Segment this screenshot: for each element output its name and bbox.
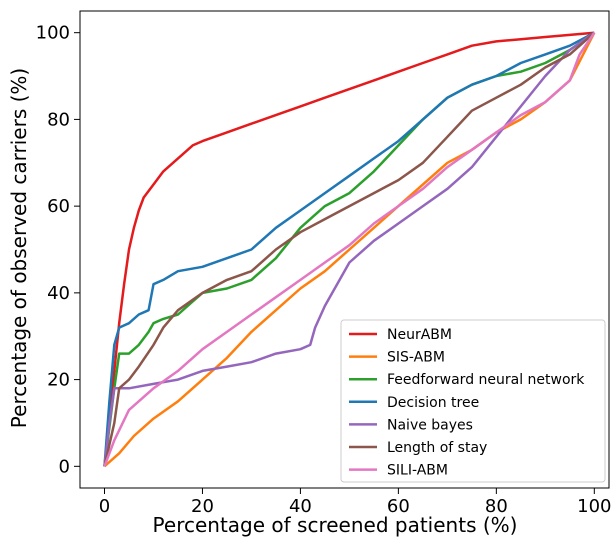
y-axis-label: Percentage of observed carriers (%) (7, 68, 31, 428)
x-tick-label: 80 (485, 496, 508, 517)
x-tick-label: 100 (577, 496, 611, 517)
y-tick-label: 0 (59, 456, 70, 477)
x-axis: 0 20 40 60 80 100 (99, 488, 611, 517)
legend-box (340, 319, 606, 483)
x-tick-label: 0 (99, 496, 110, 517)
x-axis-label: Percentage of screened patients (%) (153, 513, 518, 537)
y-tick-label: 20 (47, 370, 70, 391)
y-axis: 0 20 40 60 80 100 (36, 23, 80, 477)
legend-label: SIS-ABM (387, 350, 445, 366)
series-layer (103, 31, 596, 468)
legend: NeurABM SIS-ABM Feedforward neural network… (340, 319, 606, 483)
x-tick-label: 20 (191, 496, 214, 517)
legend-label: Decision tree (387, 395, 479, 411)
legend-label: Length of stay (387, 440, 487, 456)
legend-label: Feedforward neural network (387, 372, 585, 388)
x-tick-label: 60 (387, 496, 410, 517)
series-line (103, 31, 595, 467)
series-line (103, 31, 596, 467)
plot-frame (79, 10, 610, 489)
legend-label: NeurABM (387, 327, 452, 343)
legend-label: SILI-ABM (387, 463, 448, 479)
series-line (103, 31, 595, 467)
series-line (103, 32, 596, 468)
series-line (103, 31, 596, 467)
y-tick-label: 80 (47, 109, 70, 130)
y-tick-label: 60 (47, 196, 70, 217)
x-tick-label: 40 (289, 496, 312, 517)
y-tick-label: 100 (36, 23, 70, 44)
legend-label: Naive bayes (387, 417, 473, 433)
series-line (103, 31, 596, 467)
y-tick-label: 40 (47, 283, 70, 304)
